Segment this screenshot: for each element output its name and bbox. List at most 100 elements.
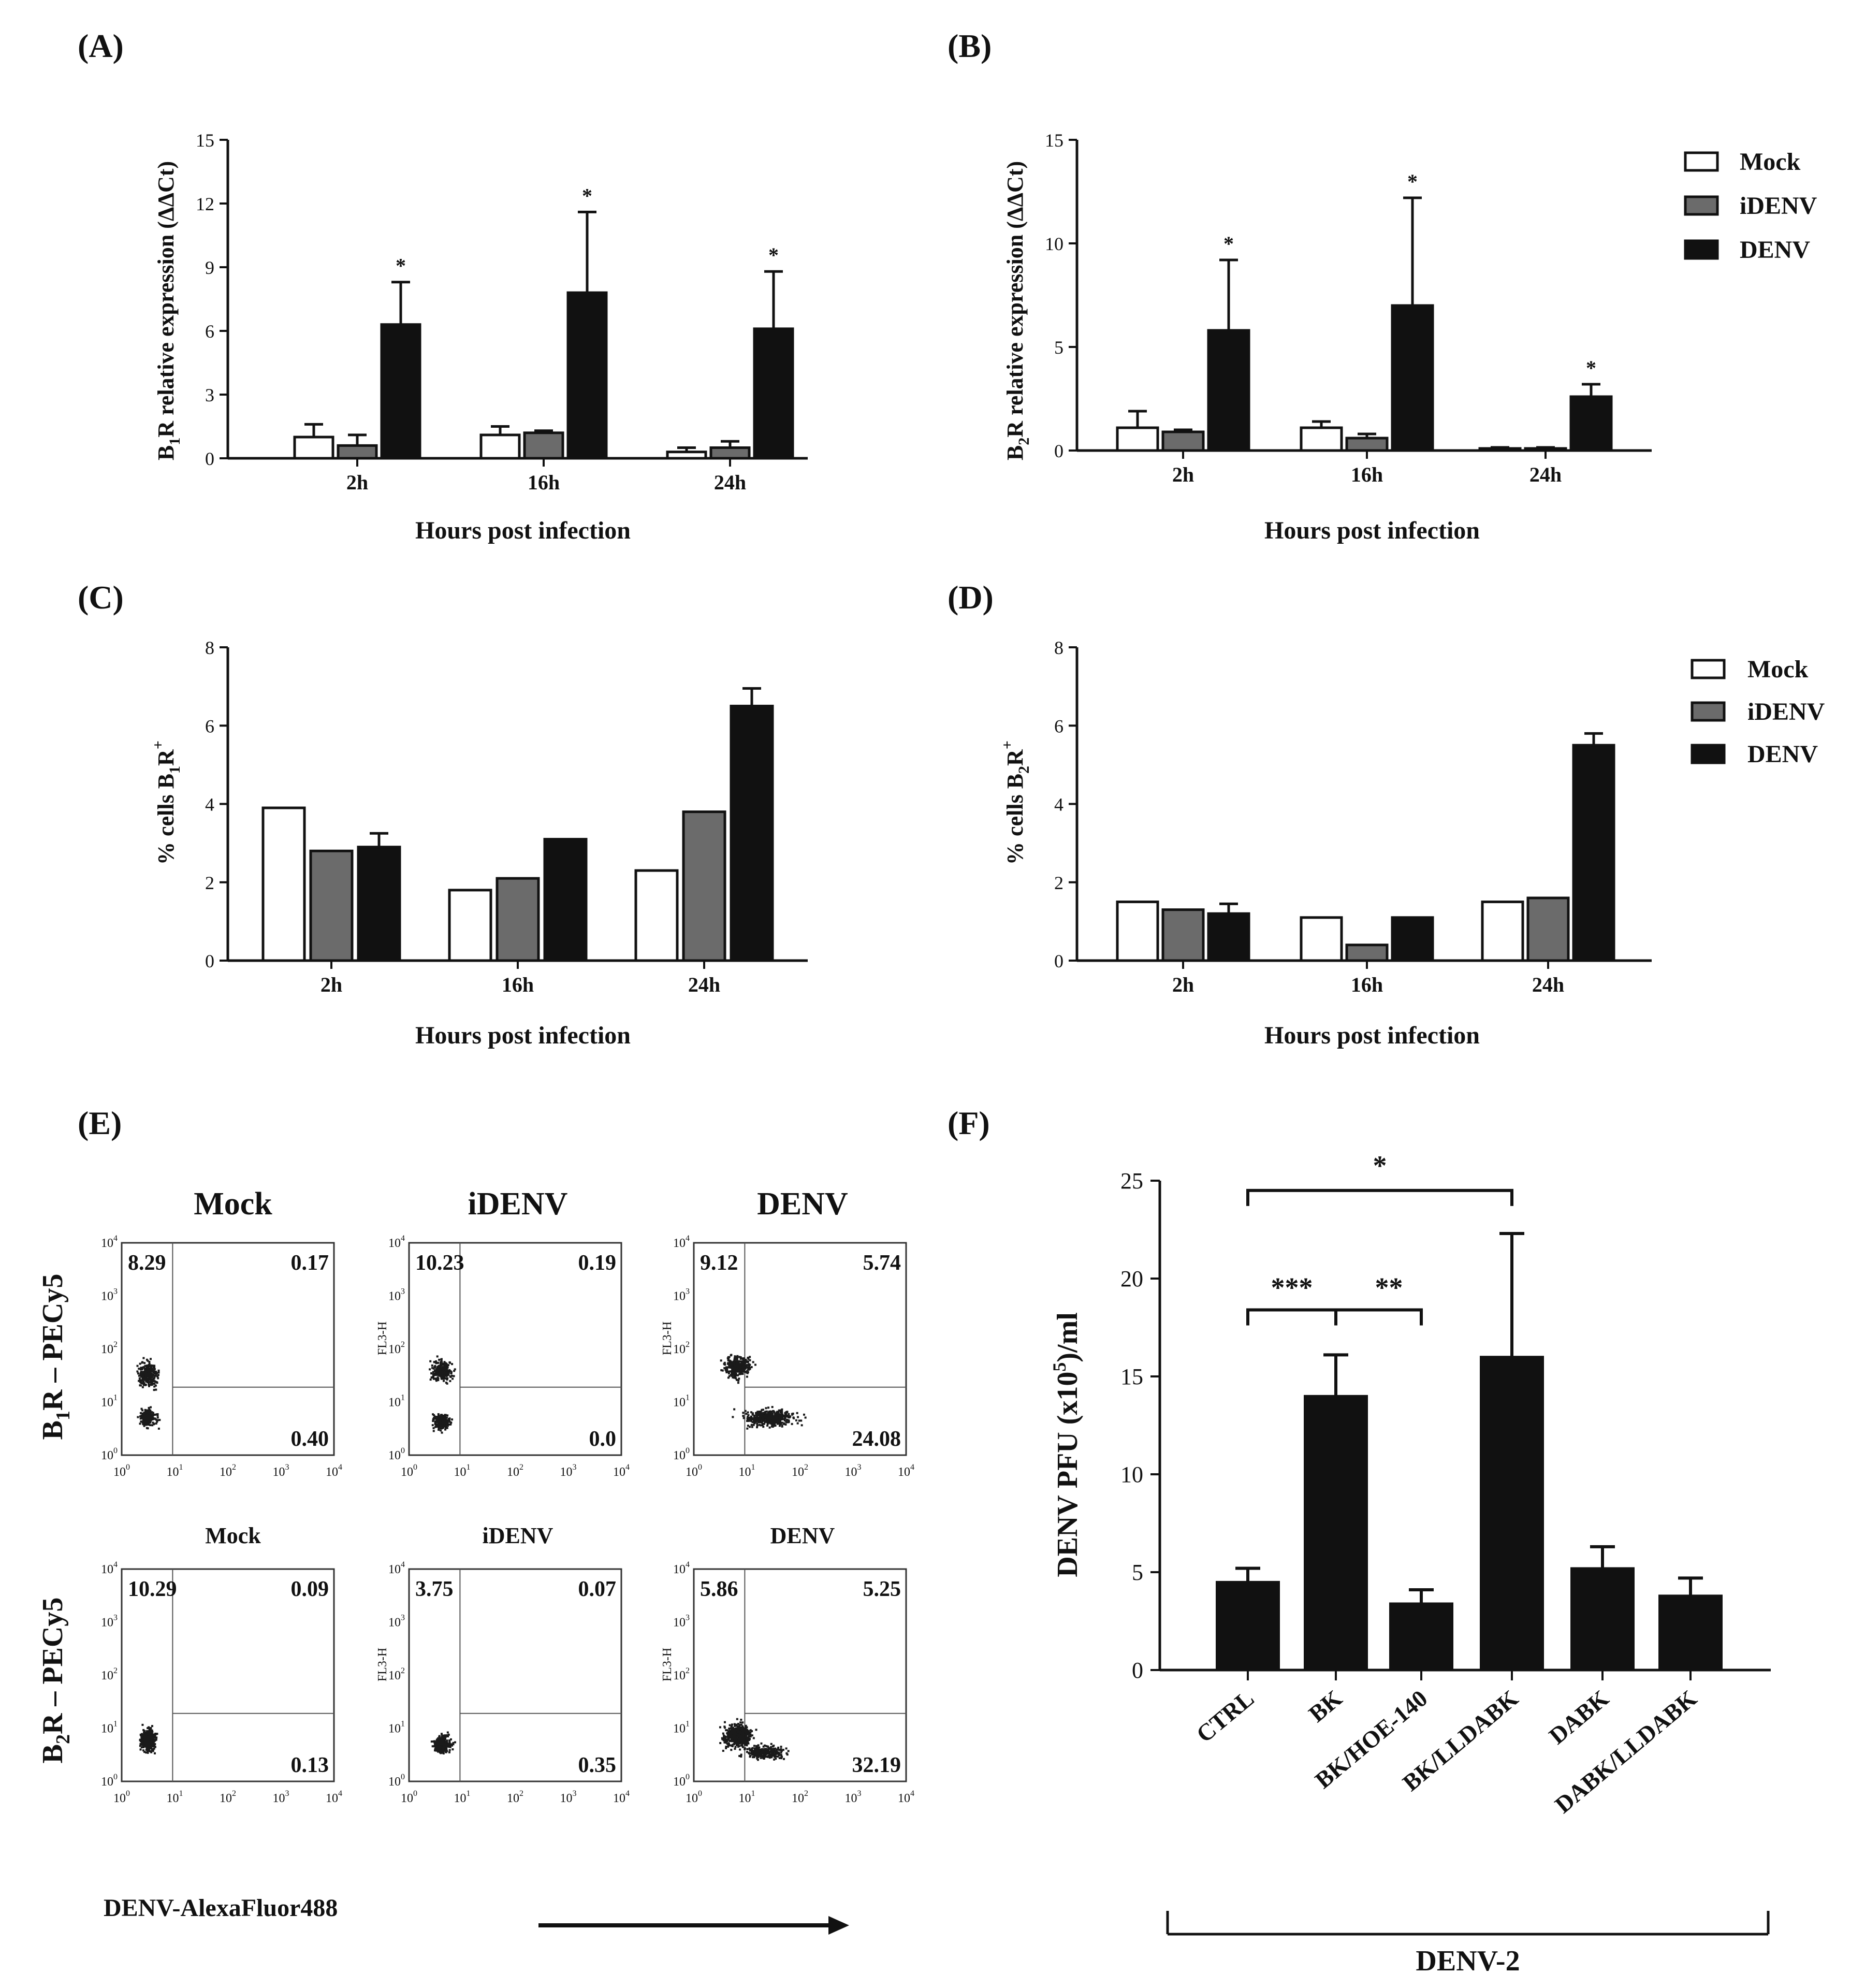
flow-event-dot xyxy=(152,1365,154,1367)
flow-event-dot xyxy=(147,1379,150,1382)
flow-event-dot xyxy=(781,1418,784,1420)
flow-event-dot xyxy=(750,1411,753,1414)
flow-event-dot xyxy=(442,1372,444,1374)
flow-event-dot xyxy=(728,1730,731,1732)
flow-event-dot xyxy=(759,1417,761,1420)
flow-quadrant-lr: 0.35 xyxy=(578,1753,617,1777)
flow-event-dot xyxy=(746,1375,748,1378)
flow-event-dot xyxy=(748,1366,750,1368)
flow-event-dot xyxy=(738,1373,740,1375)
flow-event-dot xyxy=(722,1749,724,1752)
flow-event-dot xyxy=(776,1417,779,1419)
flow-event-dot xyxy=(148,1409,151,1412)
panel-c-ytick-label: 6 xyxy=(205,716,214,736)
flow-event-dot xyxy=(153,1385,156,1388)
flow-event-dot xyxy=(150,1369,152,1372)
flow-event-dot xyxy=(739,1367,742,1369)
flow-event-dot xyxy=(748,1735,750,1737)
flow-event-dot xyxy=(781,1416,784,1419)
flow-event-dot xyxy=(740,1739,742,1742)
flow-event-dot xyxy=(747,1730,750,1732)
flow-event-dot xyxy=(450,1743,453,1746)
legend-swatch-mock-2 xyxy=(1691,659,1726,679)
flow-ytick-label: 103 xyxy=(673,1287,690,1303)
flow-event-dot xyxy=(746,1741,748,1744)
flow-event-dot xyxy=(141,1409,144,1412)
flow-event-dot xyxy=(758,1751,761,1754)
flow-event-dot xyxy=(733,1408,736,1411)
flow-event-dot xyxy=(740,1738,743,1740)
flow-event-dot xyxy=(766,1423,769,1425)
panel-d-ytick-label: 8 xyxy=(1054,637,1063,658)
flow-event-dot xyxy=(147,1419,149,1421)
flow-event-dot xyxy=(139,1415,142,1418)
flow-event-dot xyxy=(148,1726,150,1729)
flow-ytick-label: 100 xyxy=(673,1446,690,1462)
flow-event-dot xyxy=(151,1368,154,1370)
flow-event-dot xyxy=(767,1413,770,1416)
flow-event-dot xyxy=(141,1372,144,1375)
flow-event-dot xyxy=(777,1755,779,1758)
flow-event-dot xyxy=(781,1408,783,1411)
flow-event-dot xyxy=(734,1375,737,1377)
panel-f-xtick-label: BK xyxy=(1304,1685,1347,1727)
flow-event-dot xyxy=(766,1414,768,1416)
flow-event-dot xyxy=(453,1370,456,1372)
flow-event-dot xyxy=(440,1733,443,1735)
flow-event-dot xyxy=(443,1734,445,1737)
flow-event-dot xyxy=(788,1415,791,1417)
flow-event-dot xyxy=(751,1734,753,1737)
flow-event-dot xyxy=(738,1725,741,1728)
flow-event-dot xyxy=(448,1749,451,1751)
flow-event-dot xyxy=(139,1733,142,1736)
flow-event-dot xyxy=(747,1358,750,1360)
flow-event-dot xyxy=(736,1734,739,1736)
flow-event-dot xyxy=(736,1718,738,1720)
flow-event-dot xyxy=(435,1416,438,1418)
flow-ytick-label: 103 xyxy=(388,1614,405,1630)
flow-event-dot xyxy=(766,1745,769,1748)
flow-event-dot xyxy=(736,1356,739,1359)
flow-event-dot xyxy=(149,1376,151,1379)
flow-event-dot xyxy=(439,1418,442,1420)
flow-event-dot xyxy=(745,1733,747,1736)
flow-event-dot xyxy=(739,1721,742,1724)
flow-event-dot xyxy=(742,1726,745,1729)
flow-event-dot xyxy=(442,1741,445,1744)
flow-event-dot xyxy=(445,1744,447,1746)
flow-event-dot xyxy=(451,1744,454,1747)
panel-a-bar-denv-2h xyxy=(380,323,421,460)
flow-ytick-label: 104 xyxy=(101,1560,118,1576)
flow-event-dot xyxy=(151,1415,153,1417)
flow-event-dot xyxy=(747,1356,749,1359)
flow-event-dot xyxy=(444,1748,447,1751)
flow-event-dot xyxy=(753,1754,756,1757)
flow-xtick-label: 102 xyxy=(507,1463,523,1479)
flow-event-dot xyxy=(775,1412,778,1414)
flow-event-dot xyxy=(765,1419,768,1421)
flow-ytick-label: 104 xyxy=(673,1234,690,1250)
flow-event-dot xyxy=(148,1748,151,1751)
flow-event-dot xyxy=(144,1414,147,1417)
flow-event-dot xyxy=(766,1418,769,1420)
flow-event-dot xyxy=(440,1361,442,1363)
flow-event-dot xyxy=(449,1744,451,1746)
flow-event-dot xyxy=(774,1750,777,1752)
flow-event-dot xyxy=(433,1745,436,1747)
flow-event-dot xyxy=(438,1740,441,1743)
flow-event-dot xyxy=(431,1745,434,1748)
panel-d-bar-idenv-24h xyxy=(1526,896,1570,962)
panel-b-ytick-label: 5 xyxy=(1054,337,1063,358)
flow-event-dot xyxy=(440,1368,442,1371)
flow-xlabel: DENV-AlexaFluor488 xyxy=(104,1894,338,1922)
flow-event-dot xyxy=(733,1740,735,1743)
flow-event-dot xyxy=(445,1363,448,1366)
flow-title-denv-1: DENV xyxy=(757,1186,848,1222)
flow-ytick-label: 100 xyxy=(388,1773,405,1789)
flow-event-dot xyxy=(155,1388,157,1391)
flow-event-dot xyxy=(433,1415,436,1418)
flow-event-dot xyxy=(765,1410,768,1413)
panel-f-xtick-label: DABK xyxy=(1544,1685,1614,1749)
flow-event-dot xyxy=(780,1757,783,1760)
